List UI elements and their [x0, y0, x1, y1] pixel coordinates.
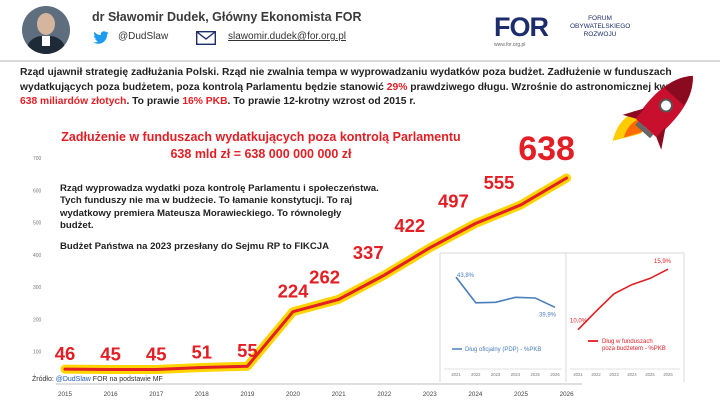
inset-x-tick: 2024	[627, 372, 637, 377]
twitter-handle[interactable]: @DudSlaw	[118, 31, 169, 42]
data-label: 337	[353, 242, 384, 263]
data-label: 262	[309, 266, 340, 287]
data-label: 46	[55, 343, 76, 364]
data-label: 55	[237, 340, 258, 361]
y-tick-label: 400	[33, 253, 42, 259]
inset-x-tick: 2024	[511, 372, 521, 377]
x-tick-label: 2025	[514, 391, 529, 398]
inset-label-first: 43,8%	[457, 273, 475, 279]
y-tick-label: 200	[33, 317, 42, 323]
data-label: 555	[484, 172, 515, 193]
debt-pkb: 16% PKB	[182, 96, 228, 107]
data-label: 51	[192, 342, 213, 363]
data-label: 422	[394, 215, 425, 236]
x-tick-label: 2015	[58, 391, 73, 398]
chart-title: Zadłużenie w funduszach wydatkujących po…	[61, 130, 461, 161]
inset-x-tick: 2022	[591, 372, 601, 377]
avatar	[22, 6, 70, 54]
inset-x-tick: 2026	[663, 372, 673, 377]
x-tick-label: 2022	[377, 391, 392, 398]
source-note: Źródło: @DudSlaw FOR na podstawie MF	[32, 376, 163, 383]
data-label: 497	[438, 191, 469, 212]
debt-amount: 638 miliardów złotych	[20, 96, 127, 107]
inset-line	[455, 276, 556, 309]
debt-share: 29%	[386, 81, 408, 93]
inset-right-legend: Dług w funduszach poza budżetem - %PKB	[602, 339, 666, 352]
inset-x-tick: 2021	[573, 372, 583, 377]
y-tick-label: 300	[33, 285, 42, 291]
logo-url: www.for.org.pl	[494, 42, 526, 48]
note-text: Rząd wyprowadza wydatki poza kontrolę Pa…	[60, 183, 379, 232]
inset-line	[577, 268, 669, 331]
x-tick-label: 2021	[332, 391, 347, 398]
data-label: 638	[518, 130, 575, 168]
x-tick-label: 2016	[104, 391, 119, 398]
y-tick-label: 600	[33, 188, 42, 194]
header-divider	[0, 60, 720, 62]
author-name: dr Sławomir Dudek, Główny Ekonomista FOR	[92, 10, 362, 24]
x-tick-label: 2018	[195, 391, 210, 398]
x-tick-label: 2023	[423, 391, 438, 398]
inset-label-last: 39,9%	[539, 312, 557, 318]
x-tick-label: 2017	[149, 391, 164, 398]
email-link[interactable]: slawomir.dudek@for.org.pl	[228, 31, 346, 42]
x-tick-label: 2026	[560, 391, 575, 398]
rocket-icon	[612, 75, 693, 150]
x-tick-label: 2020	[286, 391, 301, 398]
y-tick-label: 500	[33, 221, 42, 227]
data-label: 45	[146, 343, 167, 364]
inset-label-last: 15,9%	[654, 259, 672, 265]
mail-icon	[196, 31, 216, 45]
x-tick-label: 2024	[468, 391, 483, 398]
data-label: 45	[100, 343, 121, 364]
y-tick-label: 100	[33, 350, 42, 356]
inset-label-first: 10,0%	[570, 319, 588, 325]
intro-text: Rząd ujawnił strategię zadłużania Polski…	[20, 67, 684, 107]
inset-x-tick: 2025	[645, 372, 655, 377]
twitter-icon	[93, 31, 109, 44]
inset-x-tick: 2023	[491, 372, 501, 377]
inset-x-tick: 2026	[550, 372, 560, 377]
logo-main: FOR	[494, 12, 549, 42]
for-logo: FOR FORUM OBYWATELSKIEGO ROZWOJU www.for…	[494, 12, 630, 52]
x-tick-label: 2019	[240, 391, 255, 398]
logo-sub: FORUM OBYWATELSKIEGO ROZWOJU	[570, 15, 631, 38]
debt-line	[63, 176, 569, 371]
inset-left-legend: Dług oficjalny (PDP) - %PKB	[465, 347, 541, 353]
inset-x-tick: 2023	[609, 372, 619, 377]
source-handle[interactable]: @DudSlaw	[55, 376, 91, 383]
inset-x-tick: 2021	[451, 372, 461, 377]
header: dr Sławomir Dudek, Główny Ekonomista FOR…	[0, 0, 720, 62]
budget-note: Budżet Państwa na 2023 przesłany do Sejm…	[60, 241, 330, 252]
y-tick-label: 700	[33, 156, 42, 162]
inset-x-tick: 2022	[471, 372, 481, 377]
data-label: 224	[278, 281, 310, 302]
inset-x-tick: 2025	[531, 372, 541, 377]
